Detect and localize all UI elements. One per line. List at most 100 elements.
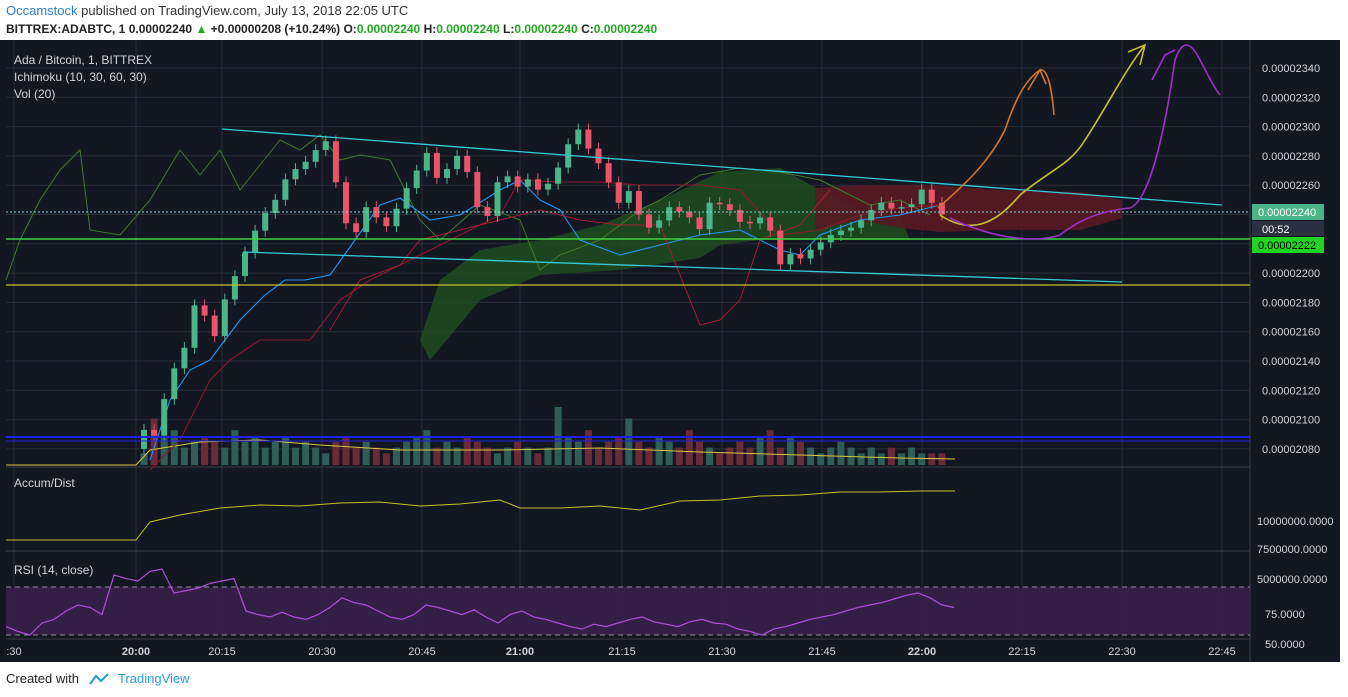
volume-bar: [726, 447, 734, 465]
volume-bar: [574, 441, 582, 465]
cloud-bullish: [420, 168, 910, 360]
volume-bar: [898, 453, 905, 465]
rsi-tick-label: 75.0000: [1265, 609, 1305, 621]
time-axis[interactable]: :30 20:00 20:15 20:30 20:45 21:00 21:15 21:30 21…: [6, 646, 1235, 658]
volume-bar: [918, 453, 926, 465]
price-tick-label: 0.00002140: [1262, 356, 1320, 368]
candle-body: [383, 217, 390, 227]
candle-body: [625, 191, 632, 203]
candle-body: [656, 220, 663, 228]
candle-body: [747, 221, 753, 224]
low-label: L:: [502, 22, 515, 36]
volume-bar: [372, 447, 380, 465]
volume-bar: [837, 441, 845, 465]
author-link[interactable]: Occamstock: [6, 3, 78, 18]
candle-body: [151, 429, 158, 436]
candle-body: [605, 163, 612, 183]
candle-body: [363, 207, 370, 233]
time-tick-label: 21:45: [808, 646, 836, 658]
price-change: +0.00000208 (+10.24%): [210, 22, 341, 36]
volume-legend[interactable]: Vol (20): [14, 87, 55, 101]
candle-body: [433, 152, 440, 178]
price-tick-label: 0.00002320: [1262, 92, 1320, 104]
chart-canvas[interactable]: 0.00002340 0.00002320 0.00002300 0.00002280…: [0, 40, 1348, 662]
volume-bar: [271, 441, 279, 465]
candle-body: [282, 179, 289, 200]
tradingview-link[interactable]: TradingView: [118, 671, 190, 686]
price-tick-label: 0.00002160: [1262, 327, 1320, 339]
candle-body: [716, 202, 723, 205]
volume-bar: [605, 441, 613, 465]
last-price: 0.00002240: [128, 22, 193, 36]
candle-body: [221, 299, 228, 337]
candle-body: [918, 189, 925, 205]
volume-bar: [635, 441, 643, 465]
volume-bar: [675, 447, 683, 465]
volume-bar: [302, 441, 310, 465]
candle-body: [767, 217, 774, 231]
candle-body: [666, 207, 673, 221]
volume-bar: [362, 441, 370, 465]
candle-body: [322, 141, 329, 151]
volume-bar: [483, 447, 491, 465]
volume-bar: [342, 436, 350, 465]
candle-body: [545, 183, 551, 190]
candle-body: [252, 230, 259, 253]
close-value: 0.00002240: [593, 22, 658, 36]
candle-body: [646, 214, 652, 228]
candle-body: [413, 170, 420, 189]
level-badge-text: 0.00002222: [1258, 240, 1316, 252]
candle-body: [514, 176, 521, 187]
volume-bar: [696, 441, 703, 465]
open-value: 0.00002240: [356, 22, 421, 36]
created-with-text: Created with: [6, 671, 79, 686]
candle-body: [242, 252, 248, 277]
volume-bar: [665, 441, 673, 465]
accum-legend[interactable]: Accum/Dist: [14, 476, 75, 490]
candle-body: [787, 254, 794, 265]
chart-background: [0, 40, 1340, 662]
open-label: O:: [343, 22, 357, 36]
candle-body: [181, 347, 188, 369]
last-price-badge-text: 0.00002240: [1258, 207, 1316, 219]
candle-body: [332, 141, 339, 183]
volume-bar: [423, 430, 431, 465]
volume-bar: [595, 447, 602, 465]
tradingview-logo-icon[interactable]: [88, 672, 112, 686]
volume-bar: [716, 453, 724, 465]
volume-bar: [817, 453, 825, 465]
candle-body: [393, 208, 400, 227]
volume-bar: [332, 441, 340, 465]
time-tick-label: 20:15: [208, 646, 236, 658]
volume-bar: [322, 453, 330, 465]
price-tick-label: 0.00002080: [1262, 444, 1320, 456]
ichimoku-legend[interactable]: Ichimoku (10, 30, 60, 30): [14, 70, 147, 84]
channel-lower-line: [242, 251, 1123, 283]
volume-bar: [352, 447, 360, 465]
accum-tick-label: 10000000.0000: [1257, 516, 1333, 528]
candle-body: [474, 172, 481, 208]
volume-bar: [180, 447, 188, 465]
projection-yellow: [939, 44, 1146, 227]
volume-bar: [797, 441, 804, 465]
candle-body: [868, 210, 875, 221]
candle-body: [696, 217, 703, 230]
volume-bar: [281, 436, 289, 465]
countdown-badge: [1252, 221, 1324, 236]
rsi-line: [5, 568, 955, 636]
volume-bar: [201, 436, 209, 465]
volume-ma-line: [6, 439, 956, 466]
candle-body: [777, 230, 784, 265]
candle-body: [615, 182, 622, 203]
candle-body: [676, 207, 683, 212]
candle-body: [201, 305, 208, 316]
volume-bar: [453, 447, 461, 465]
volume-bar: [473, 441, 481, 465]
ichimoku-cloud: [420, 168, 1122, 360]
volume-bar: [221, 447, 229, 465]
price-tick-label: 0.00002180: [1262, 297, 1320, 309]
time-tick-label: 20:00: [122, 646, 150, 658]
rsi-legend[interactable]: RSI (14, close): [14, 563, 93, 577]
volume-bar: [393, 447, 400, 465]
candle-body: [908, 204, 915, 208]
